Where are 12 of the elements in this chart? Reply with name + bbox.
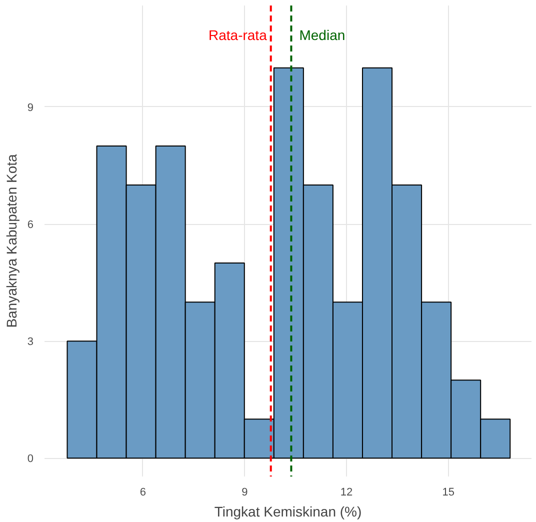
x-tick-label: 12 bbox=[340, 486, 353, 498]
y-tick-label: 9 bbox=[27, 102, 34, 114]
y-axis-title: Banyaknya Kabupaten Kota bbox=[3, 154, 20, 328]
x-axis-title: Tingkat Kemiskinan (%) bbox=[214, 504, 362, 520]
ref-line-label: Rata-rata bbox=[208, 26, 268, 43]
y-tick-label: 0 bbox=[27, 453, 34, 466]
x-tick-label: 9 bbox=[242, 486, 248, 498]
y-tick-label: 6 bbox=[27, 219, 34, 232]
ref-line-label: Median bbox=[299, 26, 346, 43]
y-tick-label: 3 bbox=[27, 336, 34, 348]
x-tick-label: 6 bbox=[140, 486, 146, 498]
x-tick-label: 15 bbox=[442, 486, 454, 498]
